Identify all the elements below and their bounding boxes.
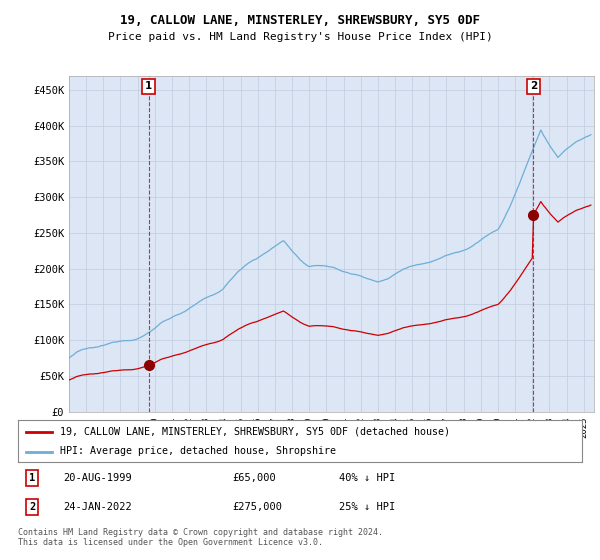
Text: 40% ↓ HPI: 40% ↓ HPI [340, 473, 396, 483]
Text: 25% ↓ HPI: 25% ↓ HPI [340, 502, 396, 512]
Text: Contains HM Land Registry data © Crown copyright and database right 2024.
This d: Contains HM Land Registry data © Crown c… [18, 528, 383, 547]
Text: 2: 2 [530, 81, 537, 91]
Text: 19, CALLOW LANE, MINSTERLEY, SHREWSBURY, SY5 0DF: 19, CALLOW LANE, MINSTERLEY, SHREWSBURY,… [120, 14, 480, 27]
Text: £275,000: £275,000 [232, 502, 283, 512]
Text: £65,000: £65,000 [232, 473, 276, 483]
Text: HPI: Average price, detached house, Shropshire: HPI: Average price, detached house, Shro… [60, 446, 337, 456]
Text: 19, CALLOW LANE, MINSTERLEY, SHREWSBURY, SY5 0DF (detached house): 19, CALLOW LANE, MINSTERLEY, SHREWSBURY,… [60, 427, 450, 437]
Text: 24-JAN-2022: 24-JAN-2022 [63, 502, 132, 512]
Text: 20-AUG-1999: 20-AUG-1999 [63, 473, 132, 483]
Text: 1: 1 [145, 81, 152, 91]
Text: Price paid vs. HM Land Registry's House Price Index (HPI): Price paid vs. HM Land Registry's House … [107, 32, 493, 43]
Text: 2: 2 [29, 502, 35, 512]
Text: 1: 1 [29, 473, 35, 483]
